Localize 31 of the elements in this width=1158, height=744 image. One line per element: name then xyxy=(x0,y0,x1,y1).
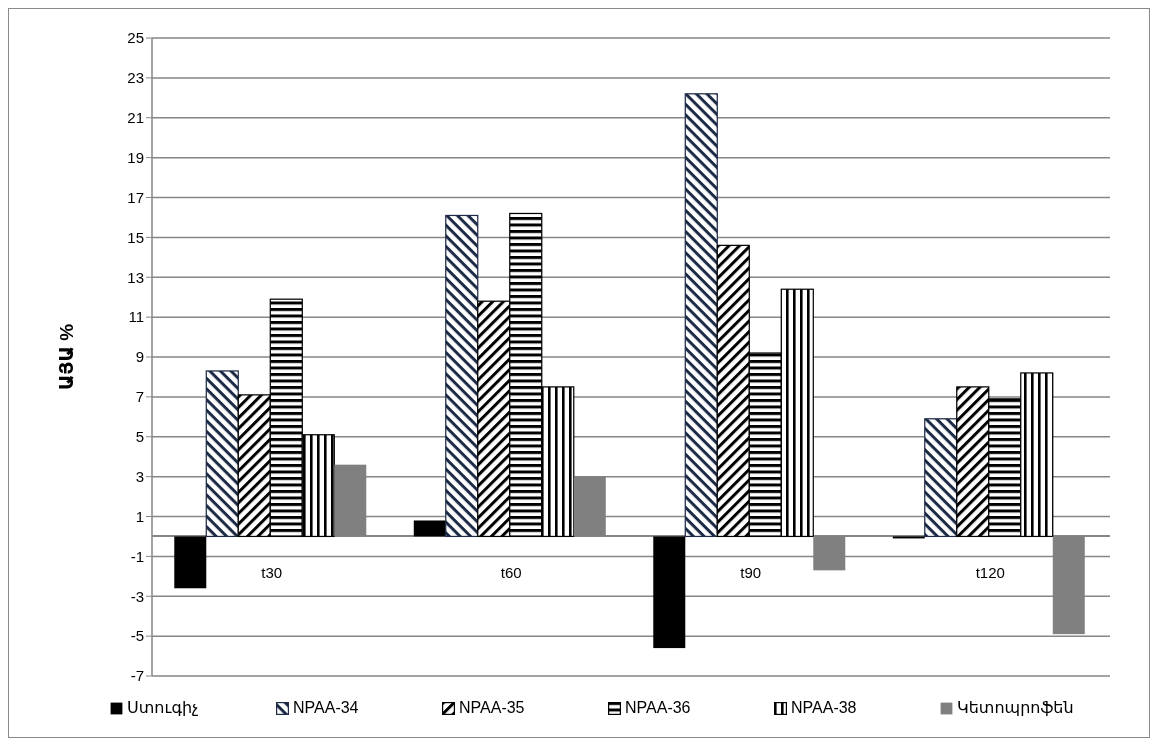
legend-label: Ստուգիչ xyxy=(127,699,199,717)
y-tick-label: 3 xyxy=(135,467,144,485)
y-tick-label: 11 xyxy=(128,308,144,326)
y-tick-label: 17 xyxy=(127,188,144,206)
legend-label: NPAA-34 xyxy=(293,699,359,717)
y-tick-label: 25 xyxy=(127,29,144,47)
y-tick-label: 13 xyxy=(127,268,144,286)
legend-label: Կետոպրոֆեն xyxy=(957,699,1074,717)
y-tick-label: 5 xyxy=(135,428,144,446)
y-tick-label: -1 xyxy=(130,547,144,565)
y-tick-label: 15 xyxy=(127,228,144,246)
legend-label: NPAA-36 xyxy=(625,699,691,717)
y-tick-label: 23 xyxy=(127,69,144,87)
y-tick-label: 1 xyxy=(135,507,144,525)
x-tick-label: t60 xyxy=(500,564,522,582)
y-tick-label: 19 xyxy=(127,148,144,166)
y-axis-title: ԱՅԱ % xyxy=(55,323,77,391)
bar xyxy=(653,536,686,649)
x-tick-label: t120 xyxy=(975,564,1005,582)
legend-label: NPAA-35 xyxy=(459,699,525,717)
y-tick-label: 21 xyxy=(127,109,144,127)
y-tick-label: -7 xyxy=(130,667,144,685)
x-tick-label: t30 xyxy=(261,564,283,582)
y-tick-label: 7 xyxy=(135,388,144,406)
bar xyxy=(174,536,207,589)
x-tick-label: t90 xyxy=(740,564,762,582)
y-tick-label: -5 xyxy=(130,627,144,645)
y-tick-label: 9 xyxy=(135,348,144,366)
y-tick-label: -3 xyxy=(130,587,144,605)
bar xyxy=(413,520,446,537)
legend-label: NPAA-38 xyxy=(791,699,857,717)
